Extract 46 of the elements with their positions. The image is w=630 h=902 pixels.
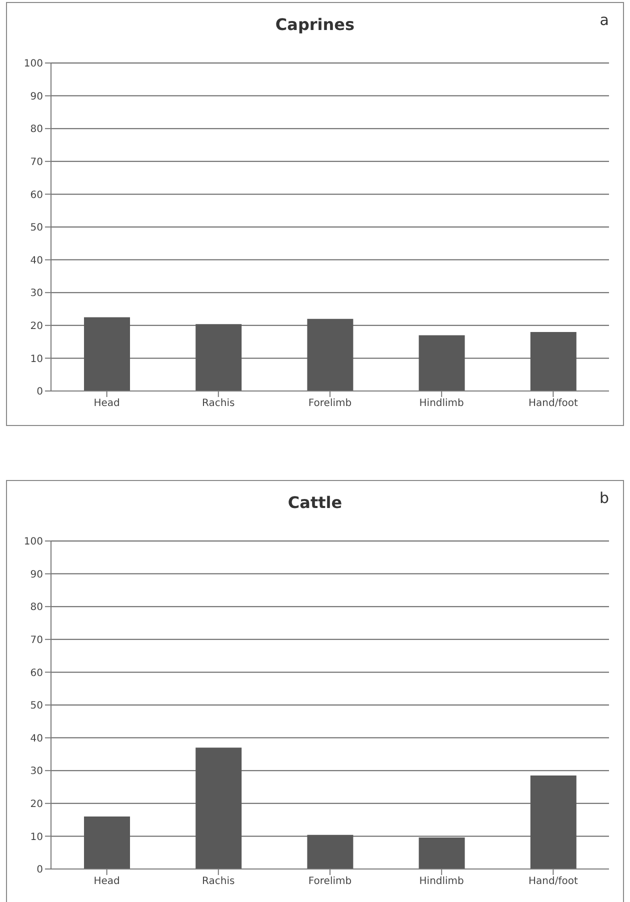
y-tick-label: 100	[24, 536, 43, 548]
bar	[307, 834, 354, 869]
bar	[418, 335, 465, 391]
y-tick-label: 60	[30, 668, 43, 679]
bar	[307, 318, 354, 391]
bar	[196, 324, 242, 391]
y-tick-label: 70	[30, 156, 43, 168]
y-tick-label: 30	[30, 288, 43, 300]
x-tick-label: Hand/foot	[528, 876, 578, 888]
x-tick-label: Head	[94, 876, 120, 888]
chart-title: Caprines	[275, 15, 355, 34]
x-tick-label: Head	[94, 398, 120, 410]
bar	[196, 748, 242, 869]
y-tick-label: 20	[30, 320, 43, 332]
y-tick-label: 90	[30, 569, 43, 580]
x-tick-label: Rachis	[202, 876, 235, 888]
x-tick-label: Hindlimb	[419, 876, 464, 888]
y-tick-label: 30	[30, 766, 43, 778]
y-tick-label: 70	[30, 634, 43, 646]
y-tick-label: 0	[36, 864, 43, 876]
bar	[84, 816, 130, 869]
bar	[530, 332, 576, 391]
bar	[530, 776, 576, 869]
y-tick-label: 0	[36, 386, 43, 398]
text: a	[600, 11, 609, 29]
y-tick-label: 60	[30, 190, 43, 201]
y-tick-label: 40	[30, 733, 43, 744]
y-tick-label: 100	[24, 58, 43, 70]
text: b	[599, 489, 609, 507]
y-tick-label: 50	[30, 222, 43, 234]
x-tick-label: Hand/foot	[528, 398, 578, 410]
y-tick-label: 40	[30, 255, 43, 266]
x-tick-label: Forelimb	[308, 876, 352, 888]
x-tick-label: Forelimb	[308, 398, 352, 410]
y-tick-label: 80	[30, 124, 43, 136]
y-tick-label: 80	[30, 602, 43, 614]
x-tick-label: Rachis	[202, 398, 235, 410]
y-tick-label: 50	[30, 700, 43, 712]
x-tick-label: Hindlimb	[419, 398, 464, 410]
chart-title: Cattle	[288, 493, 342, 512]
y-tick-label: 10	[30, 354, 43, 365]
bar	[84, 317, 130, 391]
y-tick-label: 90	[30, 91, 43, 102]
y-tick-label: 10	[30, 832, 43, 843]
y-tick-label: 20	[30, 798, 43, 810]
bar	[418, 838, 465, 869]
